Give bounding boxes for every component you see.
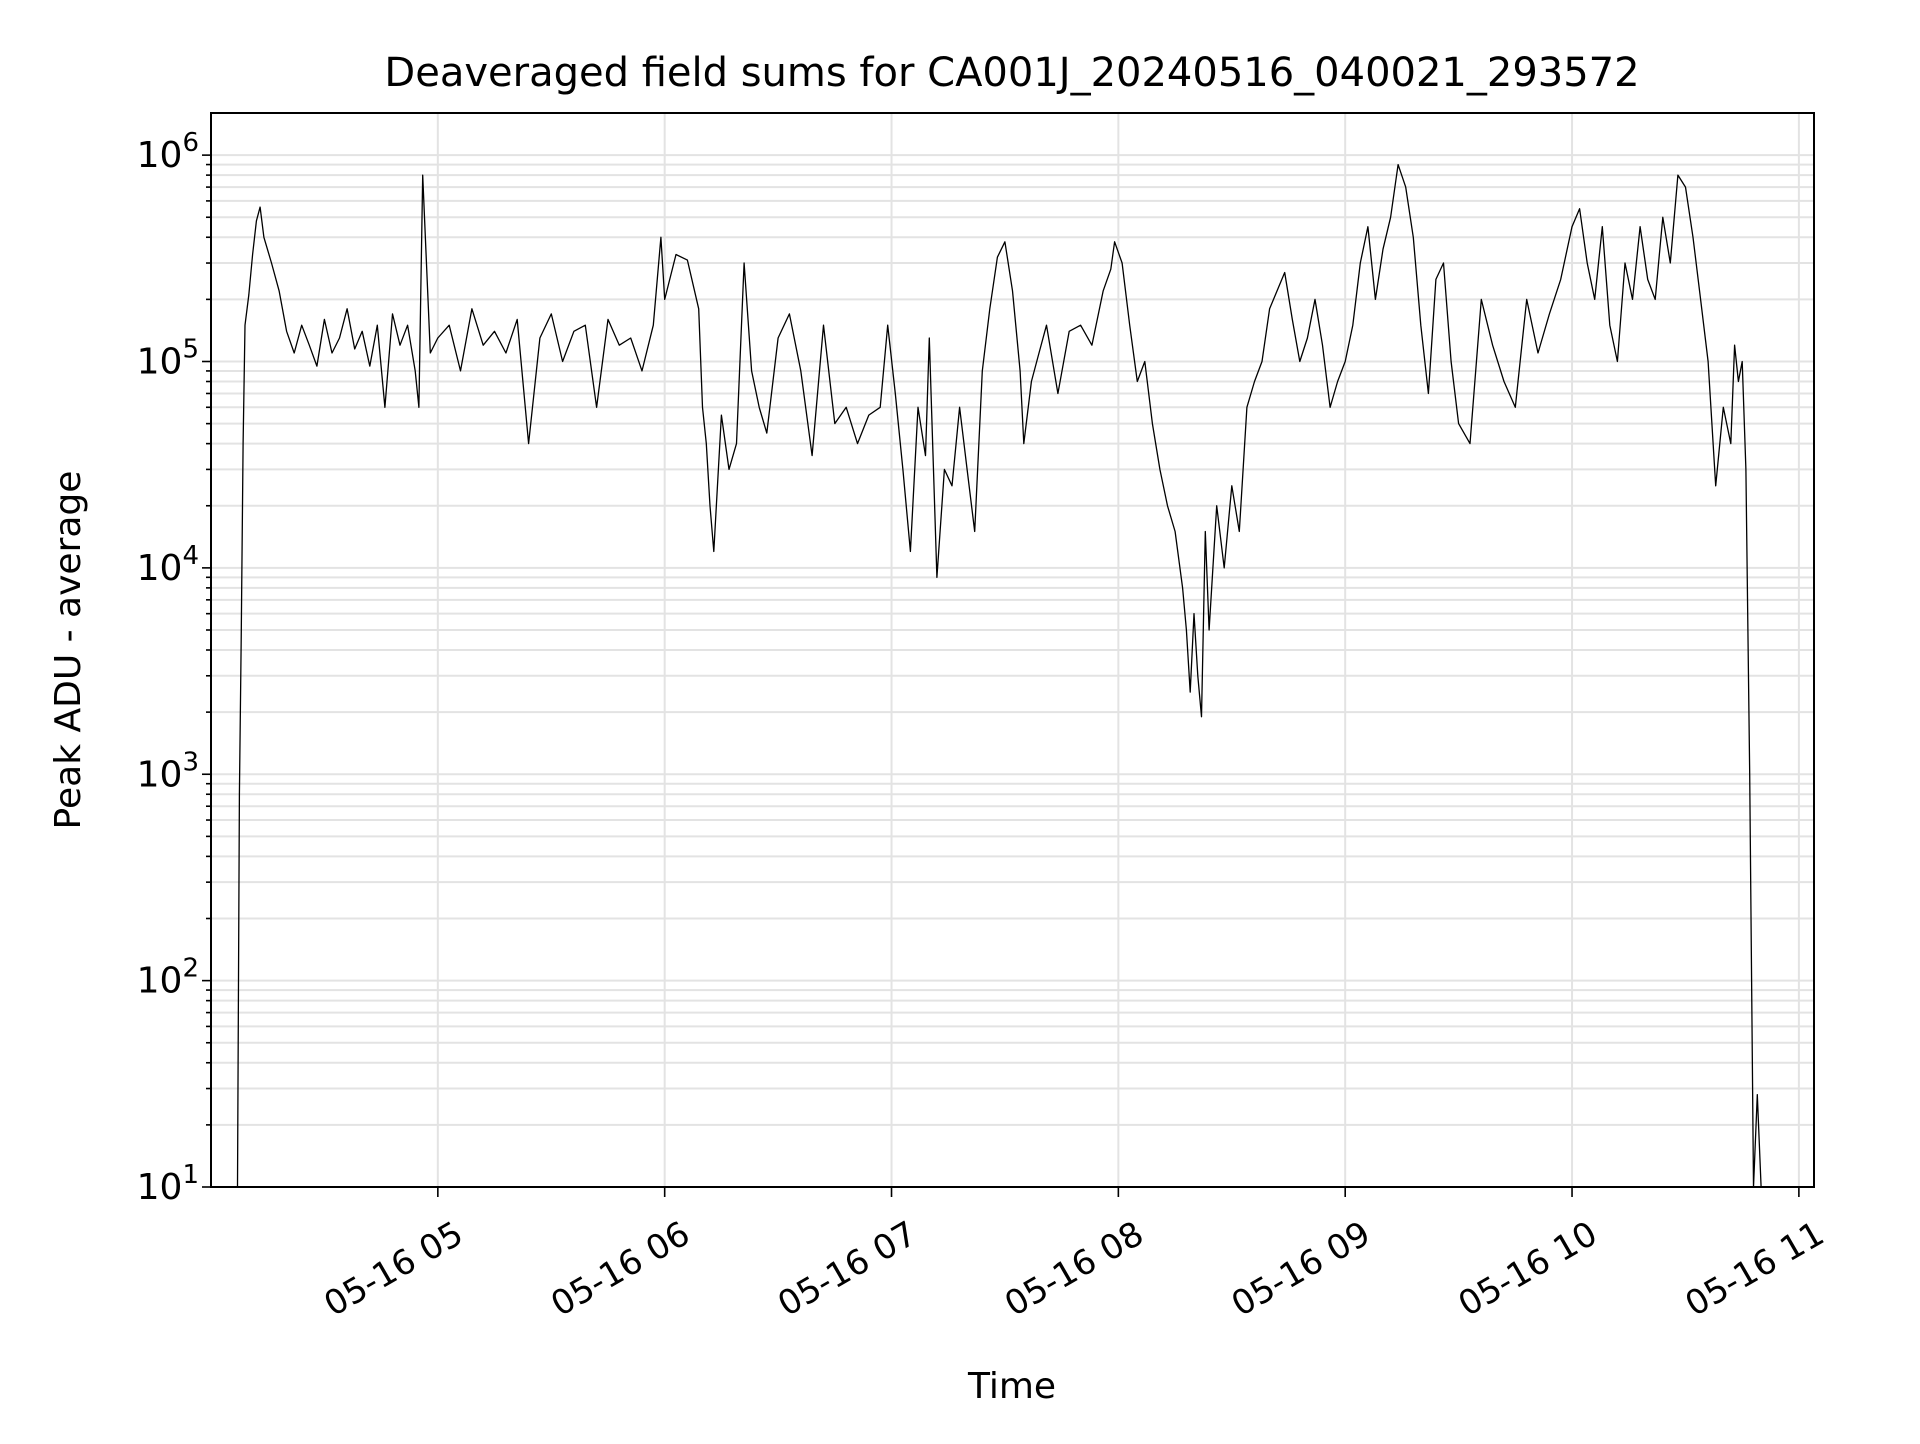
y-tick-label: 106 (137, 128, 199, 176)
y-tick-label: 103 (137, 747, 199, 795)
y-axis-label: Peak ADU - average (48, 471, 89, 830)
y-axis: 101 102 103 104 105 106 (137, 128, 211, 1208)
x-axis-label: Time (967, 1366, 1056, 1407)
series-line (236, 163, 1762, 1188)
y-tick-label: 104 (137, 541, 199, 589)
y-tick-label: 105 (137, 335, 199, 383)
chart-title: Deaveraged field sums for CA001J_2024051… (384, 50, 1639, 96)
y-tick-label: 101 (137, 1160, 199, 1208)
y-tick-label: 102 (137, 954, 199, 1002)
grid-lines (211, 113, 1814, 1188)
